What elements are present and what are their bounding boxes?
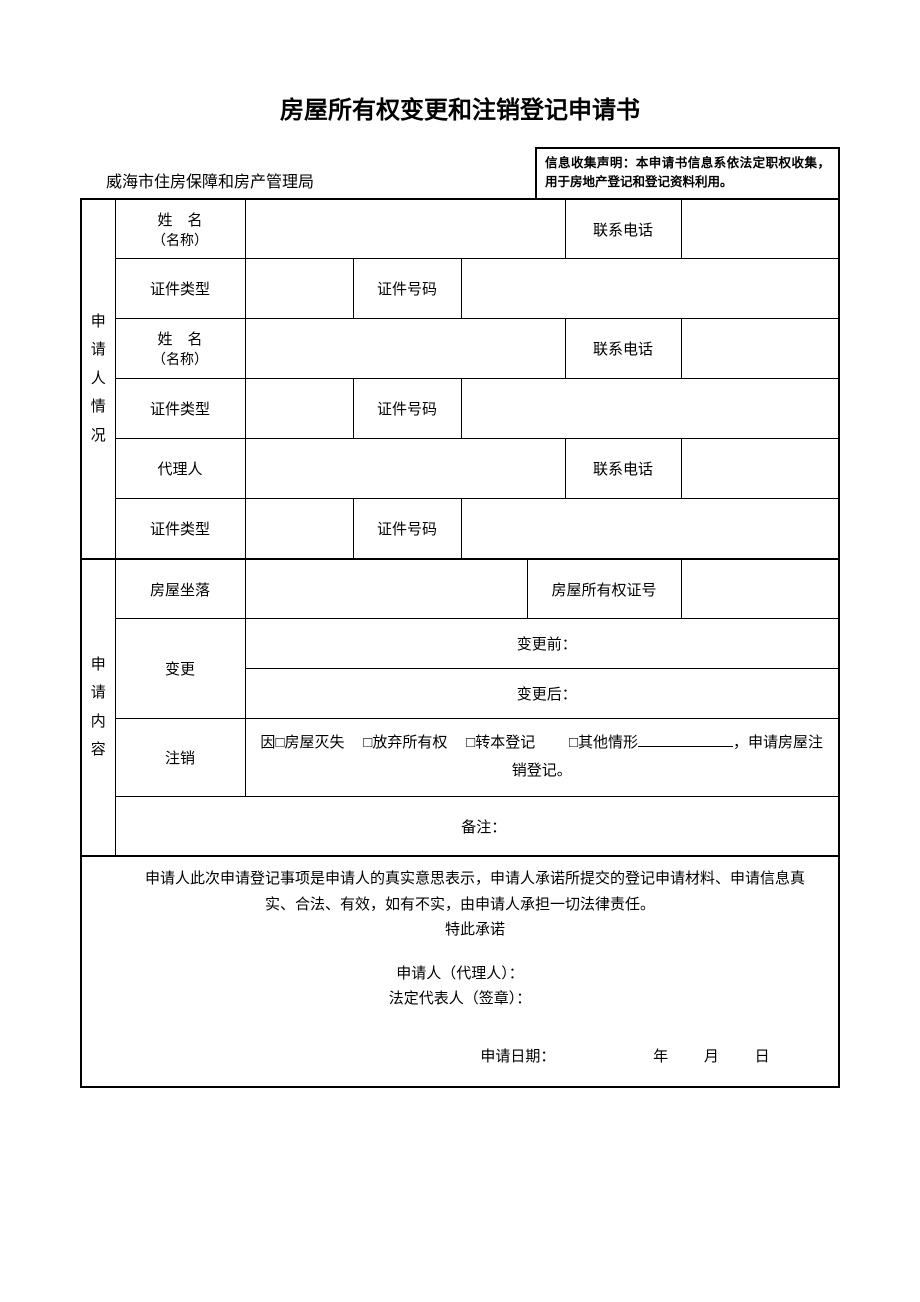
- label-cancel: 注销: [115, 719, 245, 797]
- label-idno-3: 证件号码: [353, 499, 461, 559]
- commitment-text: 申请人此次申请登记事项是申请人的真实意思表示，申请人承诺所提交的登记申请材料、申…: [102, 867, 818, 918]
- form-page: 房屋所有权变更和注销登记申请书 威海市住房保障和房产管理局 信息收集声明：本申请…: [0, 0, 920, 1188]
- label-idtype-1: 证件类型: [115, 259, 245, 319]
- field-phone-1[interactable]: [681, 199, 839, 259]
- field-idno-1[interactable]: [461, 259, 839, 319]
- section-content: 申请内容: [81, 559, 115, 857]
- field-after[interactable]: 变更后：: [245, 669, 839, 719]
- field-phone-2[interactable]: [681, 319, 839, 379]
- label-idtype-3: 证件类型: [115, 499, 245, 559]
- field-name-2[interactable]: [245, 319, 565, 379]
- field-agent[interactable]: [245, 439, 565, 499]
- notice-box: 信息收集声明：本申请书信息系依法定职权收集，用于房地产登记和登记资料利用。: [535, 147, 840, 198]
- field-name-1[interactable]: [245, 199, 565, 259]
- field-cancel[interactable]: 因□房屋灭失 □放弃所有权 □转本登记 □其他情形，申请房屋注销登记。: [245, 719, 839, 797]
- label-certno: 房屋所有权证号: [527, 559, 681, 619]
- agency-name: 威海市住房保障和房产管理局: [80, 168, 535, 198]
- field-idno-2[interactable]: [461, 379, 839, 439]
- field-idno-3[interactable]: [461, 499, 839, 559]
- label-name-2: 姓 名 （名称）: [115, 319, 245, 379]
- label-idno-1: 证件号码: [353, 259, 461, 319]
- sig-legalrep[interactable]: 法定代表人（签章）：: [102, 987, 818, 1013]
- field-location[interactable]: [245, 559, 527, 619]
- label-phone-3: 联系电话: [565, 439, 681, 499]
- label-idtype-2: 证件类型: [115, 379, 245, 439]
- label-location: 房屋坐落: [115, 559, 245, 619]
- field-certno[interactable]: [681, 559, 839, 619]
- commitment-block: 申请人此次申请登记事项是申请人的真实意思表示，申请人承诺所提交的登记申请材料、申…: [81, 856, 839, 1087]
- field-phone-3[interactable]: [681, 439, 839, 499]
- label-phone-2: 联系电话: [565, 319, 681, 379]
- label-name-1: 姓 名 （名称）: [115, 199, 245, 259]
- application-form: 申请人情况 姓 名 （名称） 联系电话 证件类型 证件号码 姓 名 （名称） 联…: [80, 198, 840, 1089]
- form-title: 房屋所有权变更和注销登记申请书: [80, 90, 840, 125]
- label-change: 变更: [115, 619, 245, 719]
- field-idtype-1[interactable]: [245, 259, 353, 319]
- field-before[interactable]: 变更前：: [245, 619, 839, 669]
- label-phone-1: 联系电话: [565, 199, 681, 259]
- field-idtype-3[interactable]: [245, 499, 353, 559]
- section-applicant: 申请人情况: [81, 199, 115, 559]
- date-line[interactable]: 申请日期： 年 月 日: [102, 1045, 818, 1071]
- sig-applicant[interactable]: 申请人（代理人）：: [102, 962, 818, 988]
- commitment-promise: 特此承诺: [102, 918, 818, 944]
- label-agent: 代理人: [115, 439, 245, 499]
- signature-block: 申请人（代理人）： 法定代表人（签章）：: [102, 962, 818, 1013]
- header-row: 威海市住房保障和房产管理局 信息收集声明：本申请书信息系依法定职权收集，用于房地…: [80, 147, 840, 198]
- field-remark[interactable]: 备注：: [115, 796, 839, 856]
- label-idno-2: 证件号码: [353, 379, 461, 439]
- field-idtype-2[interactable]: [245, 379, 353, 439]
